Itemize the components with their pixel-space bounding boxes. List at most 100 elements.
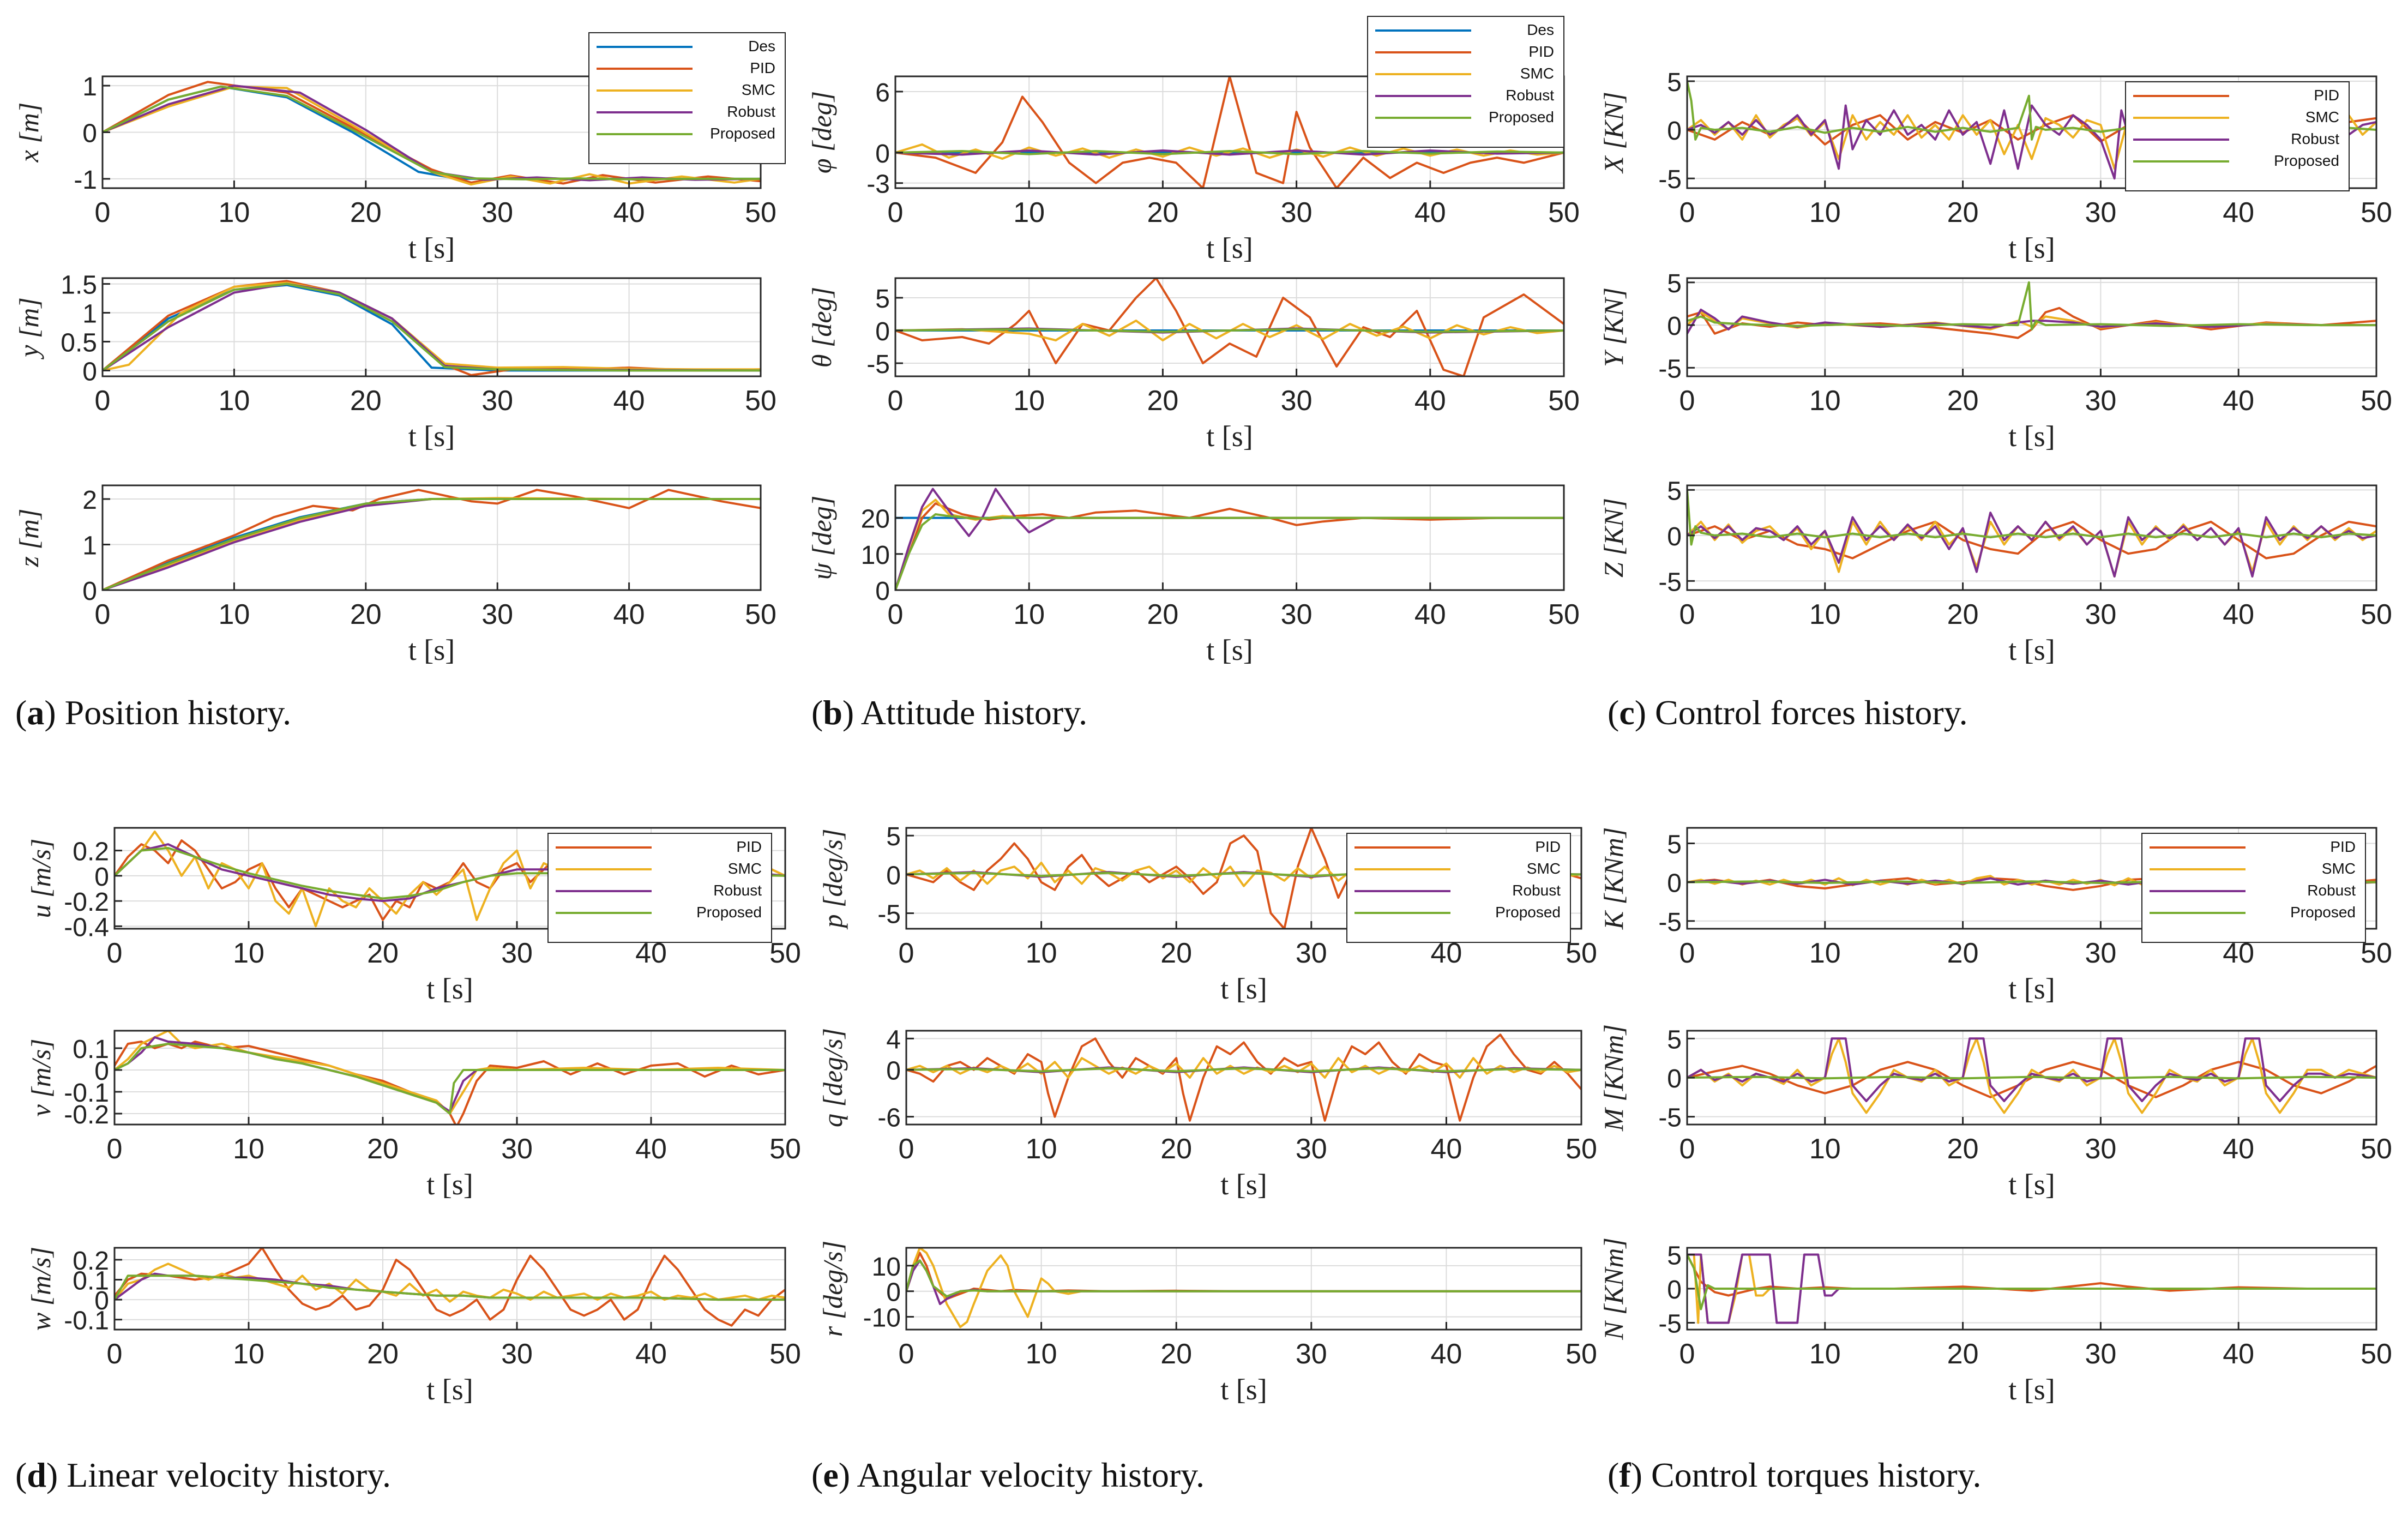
legend-label-proposed: Proposed xyxy=(2290,904,2356,921)
y-tick-label: -0.2 xyxy=(64,1101,109,1129)
x-tick-label: 40 xyxy=(1414,599,1446,630)
y-tick-label: 0 xyxy=(94,863,109,892)
legend-box xyxy=(547,833,772,943)
x-tick-label: 10 xyxy=(218,385,250,417)
x-tick-label: 20 xyxy=(367,937,399,969)
x-axis-label: t [s] xyxy=(2008,634,2055,666)
caption-d: (d) Linear velocity history. xyxy=(15,1456,391,1494)
x-tick-label: 30 xyxy=(501,1338,533,1370)
x-tick-label: 10 xyxy=(233,1133,264,1165)
x-axis-label: t [s] xyxy=(408,634,455,666)
caption-e: (e) Angular velocity history. xyxy=(811,1456,1205,1494)
x-tick-label: 10 xyxy=(218,197,250,229)
axes-box xyxy=(905,827,1582,930)
y-tick-label: 0 xyxy=(1667,117,1682,146)
x-tick-label: 50 xyxy=(2361,599,2392,630)
legend-label-pid: PID xyxy=(736,838,762,855)
y-tick-label: 0 xyxy=(94,1286,109,1315)
series-group xyxy=(1687,281,2376,339)
legend: PID SMC Robust Proposed xyxy=(2125,81,2350,191)
y-tick-label: 20 xyxy=(861,505,890,534)
x-tick-label: 30 xyxy=(2085,385,2116,417)
chart-u: 0 10 20 30 40 50-0.4-0.200.2t [s]u [m/s] PIDSM… xyxy=(26,827,801,1005)
x-tick-label: 50 xyxy=(1548,385,1580,417)
x-tick-label: 0 xyxy=(95,599,111,630)
x-axis-label: t [s] xyxy=(1206,634,1253,666)
y-tick-label: -5 xyxy=(1658,908,1682,937)
y-tick-label: 0.1 xyxy=(73,1267,109,1296)
x-tick-label: 30 xyxy=(1281,385,1313,417)
axes-box xyxy=(101,484,762,591)
legend-box xyxy=(588,32,786,164)
x-tick-label: 40 xyxy=(2223,385,2254,417)
x-tick-label: 30 xyxy=(1296,937,1327,969)
y-tick-label: 10 xyxy=(861,541,890,570)
x-axis-label: t [s] xyxy=(1220,1373,1267,1406)
series-group xyxy=(103,81,761,186)
legend-label-pid: PID xyxy=(1528,43,1554,60)
series-pid-line xyxy=(1687,520,2376,560)
x-tick-label: 30 xyxy=(1296,1338,1327,1370)
y-axis-label: X [KN] xyxy=(1598,92,1629,174)
axes-box xyxy=(113,827,786,930)
series-pid-line xyxy=(895,502,1564,590)
x-axis-label: t [s] xyxy=(2008,1168,2055,1201)
series-pid-line xyxy=(103,81,761,185)
series-group xyxy=(1687,490,2376,578)
series-proposed-line xyxy=(1687,1254,2376,1310)
series-proposed-line xyxy=(115,1043,785,1115)
legend-label-smc: SMC xyxy=(728,860,762,877)
x-tick-label: 20 xyxy=(367,1133,399,1165)
legend: PID SMC Robust Proposed xyxy=(2141,833,2366,943)
y-axis-label: Y [KN] xyxy=(1598,287,1629,367)
x-tick-label: 0 xyxy=(1679,385,1695,417)
x-tick-label: 0 xyxy=(1679,937,1695,969)
series-proposed-line xyxy=(906,1259,1581,1298)
series-group xyxy=(103,489,761,590)
series-proposed-line xyxy=(906,1067,1581,1073)
x-tick-label: 30 xyxy=(481,599,513,630)
y-tick-label: -0.1 xyxy=(64,1307,109,1336)
x-tick-label: 0 xyxy=(899,937,914,969)
series-group xyxy=(103,280,761,376)
y-axis-label: θ [deg] xyxy=(806,287,837,368)
y-tick-label: -0.2 xyxy=(64,888,109,917)
series-proposed-line xyxy=(1687,490,2376,546)
series-group xyxy=(895,278,1564,376)
x-tick-label: 30 xyxy=(2085,937,2116,969)
x-tick-label: 30 xyxy=(2085,1133,2116,1165)
x-tick-label: 50 xyxy=(1548,197,1580,229)
y-tick-label: 0 xyxy=(82,577,97,606)
y-tick-label: 6 xyxy=(875,79,890,107)
series-smc-line xyxy=(895,498,1564,590)
y-axis-label: x [m] xyxy=(14,103,44,163)
axes-box xyxy=(905,1030,1582,1126)
series-smc-line xyxy=(1687,1037,2376,1114)
axes-box xyxy=(101,277,762,377)
x-tick-label: 40 xyxy=(2223,1133,2254,1165)
y-tick-label: 0.5 xyxy=(61,328,97,357)
y-tick-label: -0.4 xyxy=(64,913,109,942)
x-tick-label: 30 xyxy=(2085,197,2116,229)
series-smc-line xyxy=(906,1057,1581,1079)
y-tick-label: 1 xyxy=(82,532,97,561)
x-tick-label: 40 xyxy=(613,197,645,229)
x-axis-label: t [s] xyxy=(1220,972,1267,1005)
x-tick-label: 30 xyxy=(1296,1133,1327,1165)
series-proposed-line xyxy=(115,1274,785,1301)
y-tick-label: 0 xyxy=(886,1278,901,1307)
axes-box xyxy=(894,484,1565,591)
y-tick-label: -5 xyxy=(866,350,890,379)
axes-box xyxy=(113,1247,786,1331)
y-tick-label: 0 xyxy=(82,357,97,386)
series-proposed-line xyxy=(103,85,761,181)
y-tick-label: -5 xyxy=(1658,354,1682,383)
y-axis-label: M [KNm] xyxy=(1598,1024,1629,1132)
legend-label-des: Des xyxy=(1527,21,1554,38)
x-axis-label: t [s] xyxy=(1206,232,1253,264)
series-group xyxy=(895,76,1564,188)
x-axis-label: t [s] xyxy=(1220,1168,1267,1201)
y-tick-label: 5 xyxy=(1667,477,1682,506)
legend-label-pid: PID xyxy=(2314,87,2339,104)
